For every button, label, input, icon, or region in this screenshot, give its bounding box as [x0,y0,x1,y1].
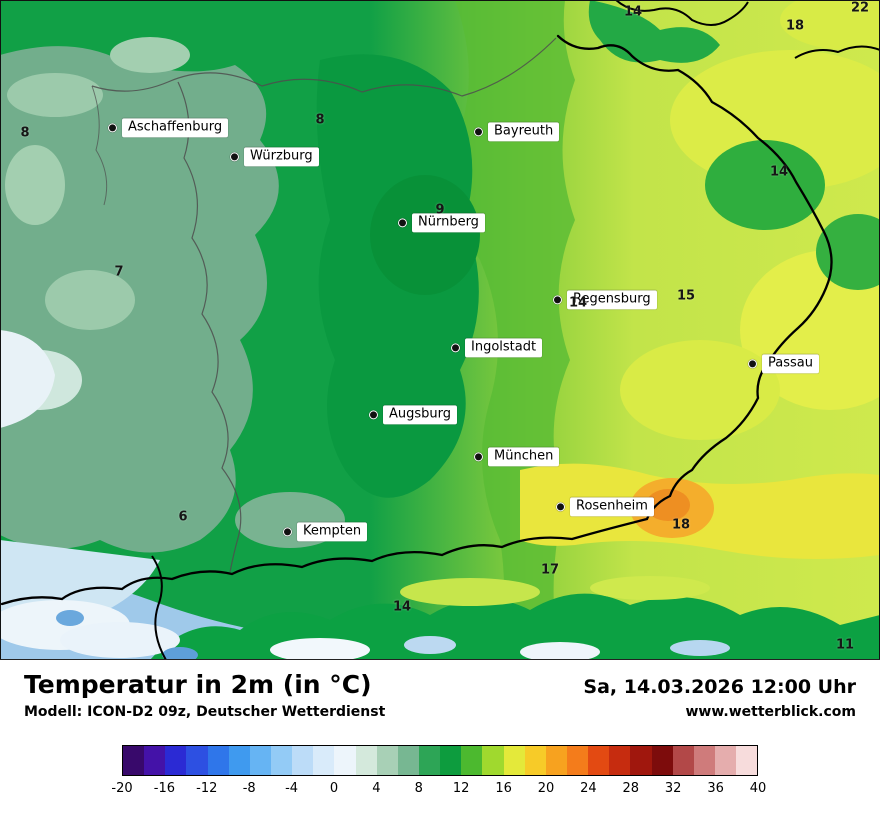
legend-tick-label: -4 [285,781,299,796]
state-border [91,37,557,97]
legend-tick-label: 0 [329,781,339,796]
legend-color-segment [418,746,441,775]
legend-tick-label: 28 [622,781,640,796]
country-border [0,34,833,606]
legend-color-segment [186,746,208,775]
orange-spot-core [646,489,690,521]
legend-color-segment [630,746,652,775]
legend-color-segment [651,746,673,775]
legend-tick-label: 20 [537,781,555,796]
legend-color-segment [228,746,250,775]
legend-tick-label: -12 [196,781,218,796]
valley-patch [590,576,710,600]
legend-color-segment [524,746,546,775]
website-link[interactable]: www.wetterblick.com [685,704,857,720]
legend-tick-row: -20 -16 -12 -8 -4 0 4 8 12 16 20 24 28 32 36 40 [111,781,766,799]
legend-color-segment [334,746,356,775]
legend-tick-label: 24 [580,781,597,796]
snow-patch [404,636,456,654]
green-patch [370,175,480,295]
legend-tick-label: 8 [414,781,423,796]
legend-color-segment [313,746,335,775]
map-footer: Temperatur in 2m (in °C) Sa, 14.03.2026 … [0,660,880,830]
legend-color-segment [249,746,271,775]
legend-color-segment [693,746,715,775]
legend-color-segment [566,746,589,775]
legend-color-segment [440,746,462,775]
footer-title-row: Temperatur in 2m (in °C) Sa, 14.03.2026 … [24,670,856,699]
country-border [794,45,880,59]
page-title: Temperatur in 2m (in °C) [24,670,372,699]
legend-tick-label: 40 [749,781,767,796]
legend-color-segment [503,746,525,775]
cool-patch [235,492,345,548]
cool-region-west [0,46,279,553]
legend-color-segment [123,746,145,775]
country-border [615,0,749,26]
legend-tick-label: -16 [153,781,176,796]
cold-peak [56,610,84,626]
legend-color-segment [355,746,377,775]
legend-color-segment [207,746,229,775]
temperature-map: Aschaffenburg Würzburg Bayreuth Nürnberg Reg… [0,0,880,660]
legend-color-segment [461,746,483,775]
legend-color-segment [482,746,504,775]
legend-color-segment [588,746,610,775]
legend-tick-label: -8 [242,781,256,796]
green-patch [705,140,825,230]
legend-color-segment [736,746,758,775]
state-border [177,81,242,573]
cool-patch [110,37,190,73]
map-field-svg [0,0,880,659]
legend-tick-label: 32 [664,781,682,796]
legend-color-segment [376,746,398,775]
snow-patch [270,638,370,659]
legend-color-segment [672,746,694,775]
legend-tick-label: -20 [111,781,133,796]
cool-patch [7,73,103,117]
snow-patch [520,642,600,659]
forecast-datetime: Sa, 14.03.2026 12:00 Uhr [583,676,856,698]
model-info: Modell: ICON-D2 09z, Deutscher Wetterdie… [24,704,386,720]
cool-patch [45,270,135,330]
legend-color-segment [270,746,293,775]
snow-patch [670,640,730,656]
legend-colorbar [122,745,758,776]
legend-color-segment [609,746,631,775]
legend-color-segment [292,746,314,775]
legend-tick-label: 12 [452,781,470,796]
snow-patch [60,622,180,658]
legend-color-segment [165,746,187,775]
footer-sub-row: Modell: ICON-D2 09z, Deutscher Wetterdie… [24,704,856,720]
temperature-legend: -20 -16 -12 -8 -4 0 4 8 12 16 20 24 28 32 36 40 [111,745,766,799]
legend-tick-label: 16 [495,781,512,796]
legend-color-segment [714,746,737,775]
cold-spot [0,330,55,428]
country-border [151,555,167,659]
legend-color-segment [545,746,567,775]
warm-patch [620,340,780,440]
valley-patch [400,578,540,606]
warm-patch [780,0,880,50]
district-border [91,85,108,206]
legend-tick-label: 36 [707,781,724,796]
legend-color-segment [397,746,419,775]
legend-color-segment [144,746,166,775]
legend-tick-label: 4 [372,781,381,796]
cool-patch [5,145,65,225]
cold-peak [162,647,198,659]
